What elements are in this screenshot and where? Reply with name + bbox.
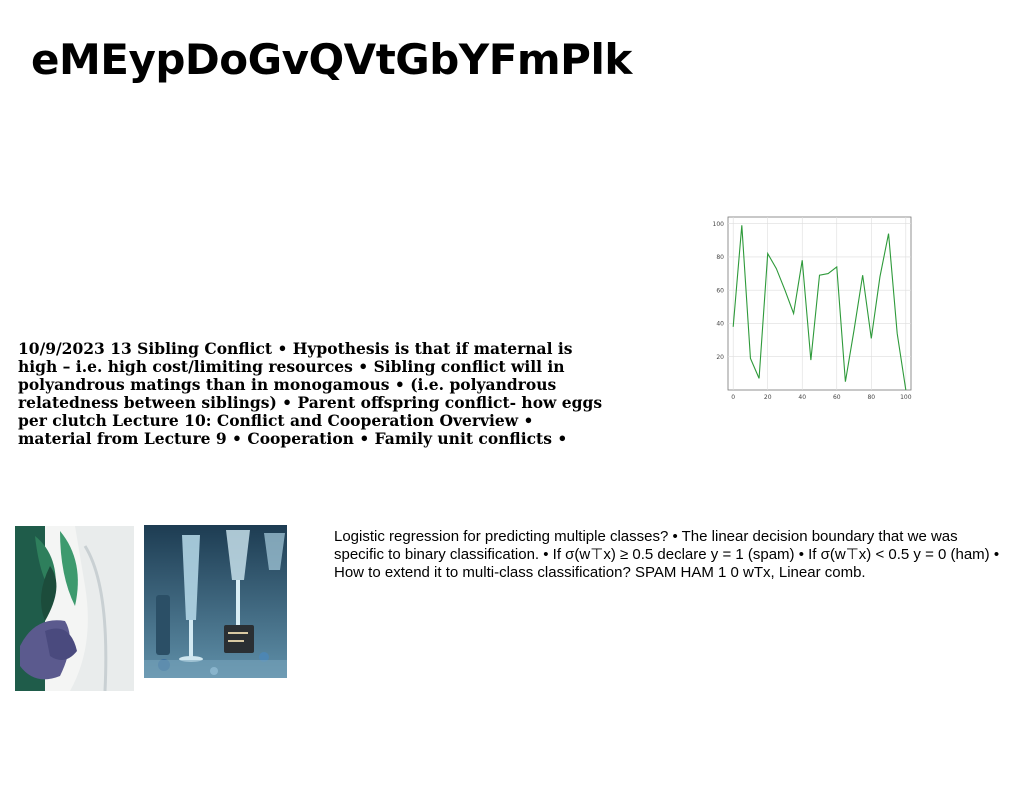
chart-x-tick-label: 20 (764, 394, 772, 401)
chart-x-tick-label: 40 (798, 394, 806, 401)
photo-gloved-hands-plant (15, 526, 134, 691)
chart-plot-area (727, 216, 912, 391)
chart-series-line (732, 225, 907, 391)
page-title: eMEypDoGvQVtGbYFmPlk (31, 35, 632, 84)
chart-x-tick-label: 100 (900, 394, 912, 401)
chart-y-tick-label: 60 (716, 287, 724, 294)
photo-champagne-glasses (144, 525, 287, 678)
chart-x-tick-label: 0 (731, 394, 735, 401)
chart-x-tick-label: 60 (833, 394, 841, 401)
chart-y-tick-label: 40 (716, 321, 724, 328)
slide-text-logistic-regression: Logistic regression for predicting multi… (334, 528, 1000, 581)
line-chart: 20 40 60 80 100 0 20 40 60 80 100 (713, 216, 912, 401)
chart-y-tick-label: 100 (713, 221, 725, 228)
chart-y-tick-label: 80 (716, 254, 724, 261)
chart-x-ticks: 0 20 40 60 80 100 (731, 394, 911, 401)
chart-y-ticks: 20 40 60 80 100 (713, 221, 725, 361)
chart-y-tick-label: 20 (716, 354, 724, 361)
chart-x-tick-label: 80 (867, 394, 875, 401)
slide-text-sibling-conflict: 10/9/2023 13 Sibling Conflict • Hypothes… (18, 339, 603, 448)
chart-grid (728, 217, 911, 390)
